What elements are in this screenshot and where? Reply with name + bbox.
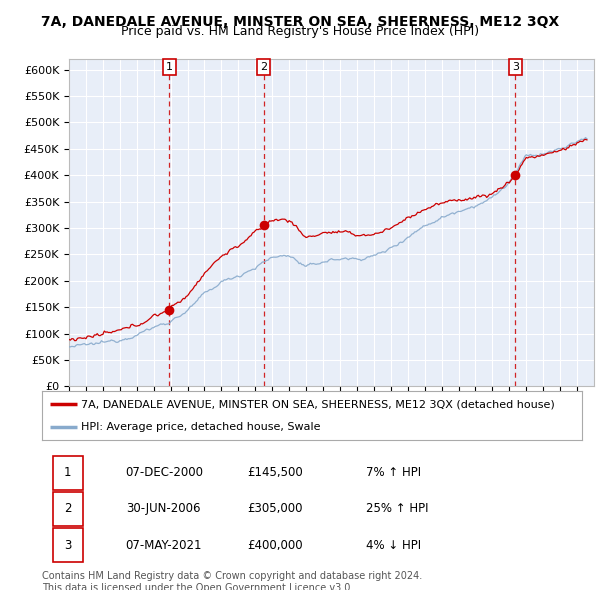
Text: 4% ↓ HPI: 4% ↓ HPI	[366, 539, 421, 552]
FancyBboxPatch shape	[53, 528, 83, 562]
Text: 2: 2	[64, 502, 71, 516]
Text: 07-MAY-2021: 07-MAY-2021	[126, 539, 202, 552]
Text: 1: 1	[64, 466, 71, 479]
Text: HPI: Average price, detached house, Swale: HPI: Average price, detached house, Swal…	[82, 422, 321, 432]
Text: Price paid vs. HM Land Registry's House Price Index (HPI): Price paid vs. HM Land Registry's House …	[121, 25, 479, 38]
Text: £305,000: £305,000	[247, 502, 303, 516]
Text: 1: 1	[166, 62, 173, 72]
Text: 7% ↑ HPI: 7% ↑ HPI	[366, 466, 421, 479]
Text: £145,500: £145,500	[247, 466, 303, 479]
Text: 25% ↑ HPI: 25% ↑ HPI	[366, 502, 428, 516]
Text: 7A, DANEDALE AVENUE, MINSTER ON SEA, SHEERNESS, ME12 3QX (detached house): 7A, DANEDALE AVENUE, MINSTER ON SEA, SHE…	[82, 399, 555, 409]
Text: 30-JUN-2006: 30-JUN-2006	[126, 502, 200, 516]
Text: 7A, DANEDALE AVENUE, MINSTER ON SEA, SHEERNESS, ME12 3QX: 7A, DANEDALE AVENUE, MINSTER ON SEA, SHE…	[41, 15, 559, 29]
Text: 07-DEC-2000: 07-DEC-2000	[126, 466, 204, 479]
Text: 3: 3	[512, 62, 519, 72]
Text: 2: 2	[260, 62, 268, 72]
FancyBboxPatch shape	[53, 492, 83, 526]
Text: £400,000: £400,000	[247, 539, 303, 552]
Text: Contains HM Land Registry data © Crown copyright and database right 2024.
This d: Contains HM Land Registry data © Crown c…	[42, 571, 422, 590]
FancyBboxPatch shape	[53, 455, 83, 490]
Text: 3: 3	[64, 539, 71, 552]
